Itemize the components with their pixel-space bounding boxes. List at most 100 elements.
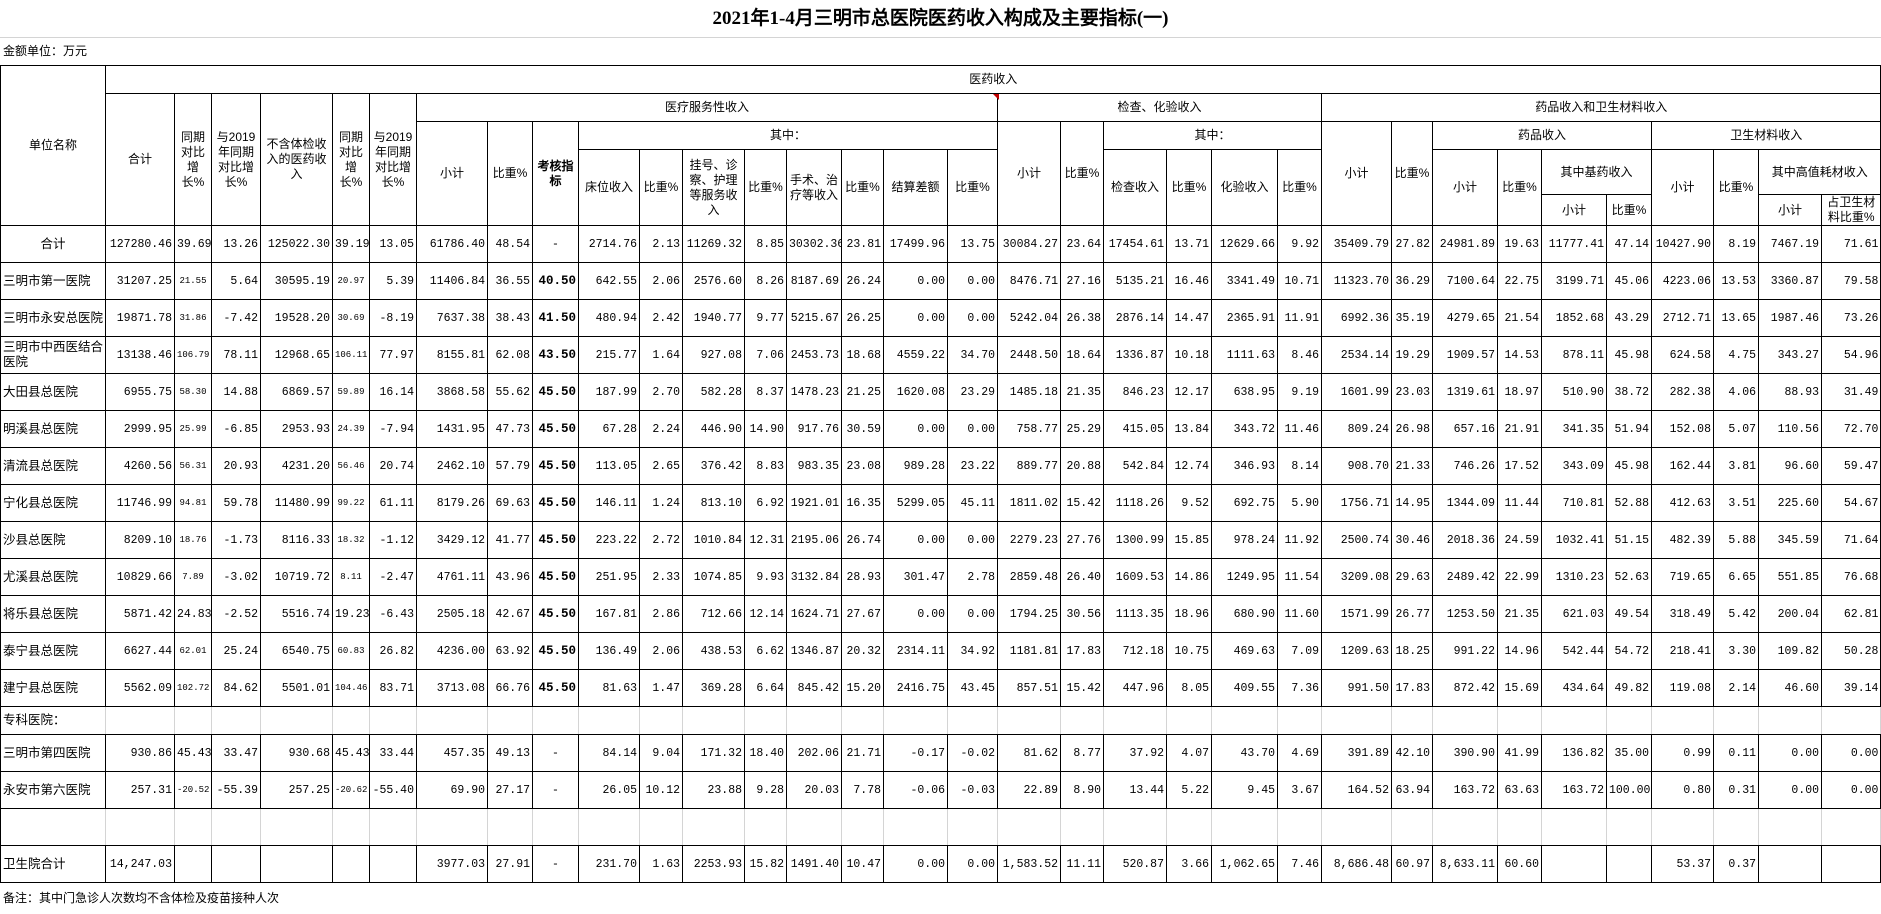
table-cell: 11.60 <box>1277 595 1322 633</box>
table-cell: 8.05 <box>1166 669 1212 707</box>
table-cell: 59.89 <box>332 373 370 411</box>
table-cell <box>260 706 333 735</box>
header-unit-name: 单位名称 <box>0 65 106 226</box>
table-cell: 23.22 <box>947 447 998 485</box>
header-settlement-share: 比重% <box>947 149 998 226</box>
table-cell: 1620.08 <box>883 373 948 411</box>
table-cell: 6540.75 <box>260 632 333 670</box>
table-cell: 10427.90 <box>1651 225 1714 263</box>
table-cell: 2416.75 <box>883 669 948 707</box>
table-cell: 17.52 <box>1497 447 1542 485</box>
table-cell: 17.83 <box>1060 632 1104 670</box>
table-cell: 31207.25 <box>105 262 175 300</box>
table-cell: 54.67 <box>1820 484 1881 522</box>
table-cell: 3341.49 <box>1211 262 1278 300</box>
table-cell: 0.31 <box>1713 771 1759 809</box>
table-cell: 146.11 <box>578 484 640 522</box>
table-cell <box>532 706 579 735</box>
table-cell: 1811.02 <box>997 484 1061 522</box>
table-cell: 0.00 <box>1820 734 1881 772</box>
table-cell: 412.63 <box>1651 484 1714 522</box>
table-cell: 42.67 <box>487 595 533 633</box>
table-cell: 542.44 <box>1541 632 1607 670</box>
table-row: 永安市第六医院 257.31 -20.52 -55.39 257.25 -20.62 -55… <box>0 771 1881 809</box>
table-cell: 376.42 <box>682 447 745 485</box>
table-cell: 106.79 <box>174 336 212 374</box>
table-cell: 7467.19 <box>1758 225 1822 263</box>
table-cell: 1118.26 <box>1103 484 1167 522</box>
table-cell: 225.60 <box>1758 484 1822 522</box>
table-cell: 38.43 <box>487 299 533 337</box>
header-excl-checkup: 不含体检收入的医药收入 <box>260 93 333 226</box>
table-cell: 5.22 <box>1166 771 1212 809</box>
table-cell: 9.45 <box>1211 771 1278 809</box>
table-cell: 0.00 <box>947 595 998 633</box>
table-cell: 7.36 <box>1277 669 1322 707</box>
table-cell: 30084.27 <box>997 225 1061 263</box>
table-cell: 26.05 <box>578 771 640 809</box>
table-cell: 62.81 <box>1820 595 1881 633</box>
table-cell: - <box>532 771 579 809</box>
table-cell <box>260 808 333 846</box>
table-cell <box>883 706 948 735</box>
header-drug-material-income: 药品收入和卫生材料收入 <box>1320 93 1881 122</box>
table-cell: 12968.65 <box>260 336 333 374</box>
table-cell <box>1606 808 1652 846</box>
table-cell <box>1211 808 1278 846</box>
table-cell: 2505.18 <box>416 595 488 633</box>
table-cell <box>174 808 212 846</box>
table-cell: 719.65 <box>1651 558 1714 596</box>
table-cell: 60.97 <box>1391 845 1433 883</box>
table-cell: 2876.14 <box>1103 299 1167 337</box>
table-cell: 9.93 <box>744 558 787 596</box>
row-unit-name: 三明市中西医结合医院 <box>0 336 106 374</box>
table-cell: 13.84 <box>1166 410 1212 448</box>
table-cell: 2253.93 <box>682 845 745 883</box>
header-assessment-index: 考核指标 <box>532 121 579 226</box>
table-cell: 0.00 <box>883 521 948 559</box>
header-settlement-diff: 结算差额 <box>883 149 948 226</box>
table-cell: -20.52 <box>174 771 212 809</box>
table-cell: 809.24 <box>1321 410 1392 448</box>
table-cell: 1336.87 <box>1103 336 1167 374</box>
table-cell: 18.25 <box>1391 632 1433 670</box>
table-cell: 2714.76 <box>578 225 640 263</box>
table-cell: 36.29 <box>1391 262 1433 300</box>
table-cell: 469.63 <box>1211 632 1278 670</box>
table-cell: 813.10 <box>682 484 745 522</box>
table-cell: 5299.05 <box>883 484 948 522</box>
table-cell: 457.35 <box>416 734 488 772</box>
table-row: 三明市中西医结合医院 13138.46 106.79 78.11 12968.65 106… <box>0 336 1881 374</box>
table-cell: 0.00 <box>1758 771 1822 809</box>
table-cell: 57.79 <box>487 447 533 485</box>
table-cell: 1478.23 <box>786 373 842 411</box>
table-cell: 1209.63 <box>1321 632 1392 670</box>
comment-indicator-icon[interactable] <box>993 94 999 100</box>
table-cell: 9.28 <box>744 771 787 809</box>
table-cell: 17499.96 <box>883 225 948 263</box>
table-cell: 14,247.03 <box>105 845 175 883</box>
table-cell: 10.18 <box>1166 336 1212 374</box>
table-cell: 67.28 <box>578 410 640 448</box>
table-cell: 2.72 <box>639 521 683 559</box>
table-cell: 2365.91 <box>1211 299 1278 337</box>
table-cell: 17.83 <box>1391 669 1433 707</box>
table-cell: 2.06 <box>639 262 683 300</box>
row-unit-name: 三明市永安总医院 <box>0 299 106 337</box>
table-cell: 11.44 <box>1497 484 1542 522</box>
table-cell: 27.76 <box>1060 521 1104 559</box>
table-cell: 1319.61 <box>1432 373 1498 411</box>
table-cell: 7.89 <box>174 558 212 596</box>
table-cell: 1624.71 <box>786 595 842 633</box>
header-surgery-share: 比重% <box>841 149 884 226</box>
table-cell: 3.51 <box>1713 484 1759 522</box>
table-cell: 1310.23 <box>1541 558 1607 596</box>
table-row: 清流县总医院 4260.56 56.31 20.93 4231.20 56.46 20.74… <box>0 447 1881 485</box>
row-unit-name: 建宁县总医院 <box>0 669 106 707</box>
table-cell: 983.35 <box>786 447 842 485</box>
table-cell: 930.86 <box>105 734 175 772</box>
table-cell: 47.14 <box>1606 225 1652 263</box>
table-cell: 2.14 <box>1713 669 1759 707</box>
table-cell: 77.97 <box>369 336 417 374</box>
table-cell: 2453.73 <box>786 336 842 374</box>
